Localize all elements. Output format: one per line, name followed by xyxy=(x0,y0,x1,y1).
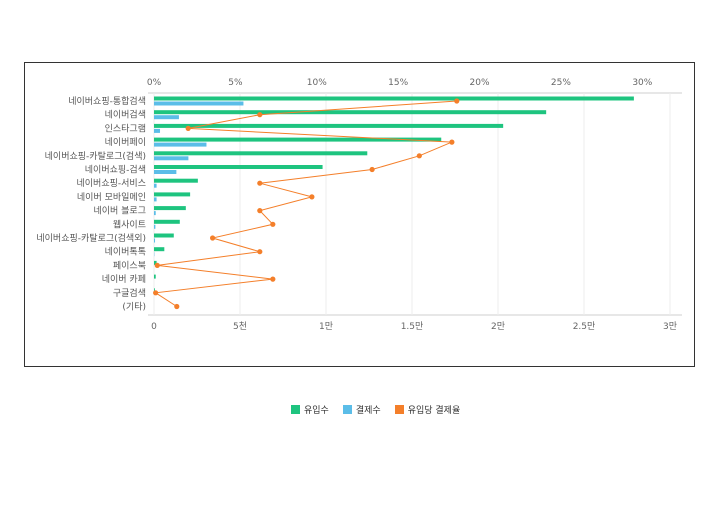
bottom-tick-label: 2만 xyxy=(491,321,505,332)
conversion-rate-point xyxy=(257,180,263,186)
bar-inflow xyxy=(154,123,504,128)
category-label: 네이버검색 xyxy=(105,109,146,121)
category-label: 인스타그램 xyxy=(105,122,146,134)
bar-inflow xyxy=(154,178,198,183)
bar-payments xyxy=(154,156,189,161)
bottom-tick-label: 0 xyxy=(151,322,157,332)
bar-inflow xyxy=(154,110,547,115)
category-label: 네이버쇼핑-카탈로그(검색) xyxy=(45,150,146,162)
chart-frame: 0% 5% 10% 15% 20% 25% 30% 0 5천 1만 1.5만 2만 2.5만 3만 네이… xyxy=(24,62,695,416)
category-label: 네이버 블로그 xyxy=(93,206,146,217)
bar-inflow xyxy=(154,233,174,238)
category-label: 네이버쇼핑-검색 xyxy=(85,164,146,176)
bar-inflow xyxy=(154,260,157,265)
bar-payments xyxy=(154,101,244,106)
category-label: 네이버 카페 xyxy=(102,274,146,285)
bar-payments xyxy=(154,128,161,133)
top-tick-label: 10% xyxy=(307,78,327,88)
legend-label: 유입수 xyxy=(304,406,329,416)
category-label: 네이버페이 xyxy=(105,137,146,148)
category-label: 페이스북 xyxy=(113,260,146,271)
category-label: 네이버쇼핑-카탈로그(검색외) xyxy=(36,232,146,244)
legend-swatch xyxy=(342,405,352,414)
legend-item[interactable]: 유입수 xyxy=(291,403,329,416)
top-tick-label: 25% xyxy=(551,78,571,88)
top-tick-label: 20% xyxy=(470,78,490,88)
conversion-rate-point xyxy=(185,125,191,131)
bar-inflow xyxy=(154,137,442,142)
top-tick-label: 15% xyxy=(388,78,408,88)
conversion-rate-point xyxy=(153,290,159,296)
conversion-rate-point xyxy=(449,139,455,145)
category-label: 네이버톡톡 xyxy=(105,247,146,258)
bar-inflow xyxy=(154,247,165,252)
legend-item[interactable]: 결제수 xyxy=(342,403,381,416)
category-label: 네이버 모바일메인 xyxy=(77,192,146,203)
bottom-tick-label: 5천 xyxy=(233,321,247,332)
bar-inflow xyxy=(154,219,180,224)
conversion-rate-point xyxy=(270,276,276,282)
conversion-rate-point xyxy=(416,153,422,159)
bar-payments xyxy=(154,224,156,229)
bar-payments xyxy=(154,142,207,147)
legend-label: 결제수 xyxy=(355,406,381,416)
bar-inflow xyxy=(154,151,368,156)
bar-inflow xyxy=(154,274,156,279)
conversion-rate-point xyxy=(270,221,276,227)
top-tick-label: 5% xyxy=(228,78,243,88)
category-label: 네이버쇼핑-통합검색 xyxy=(68,95,146,107)
bar-inflow xyxy=(154,96,634,101)
top-tick-label: 0% xyxy=(147,78,162,88)
category-label: 구글검색 xyxy=(113,287,146,299)
legend-item[interactable]: 유입당 결제율 xyxy=(394,403,461,416)
conversion-rate-point xyxy=(257,208,263,214)
conversion-rate-point xyxy=(454,98,460,104)
top-tick-label: 30% xyxy=(632,78,652,88)
category-label: 웹사이트 xyxy=(113,219,146,230)
conversion-rate-point xyxy=(154,262,160,268)
legend-swatch xyxy=(394,405,404,414)
bar-inflow xyxy=(154,165,323,169)
conversion-rate-point xyxy=(257,112,263,118)
conversion-rate-point xyxy=(309,194,315,200)
legend-label: 유입당 결제율 xyxy=(407,406,461,416)
bottom-tick-label: 1.5만 xyxy=(401,321,424,332)
conversion-rate-point xyxy=(174,303,180,310)
bar-inflow xyxy=(154,192,191,197)
bar-inflow xyxy=(154,206,186,211)
legend-swatch xyxy=(291,405,300,414)
category-label: (기타) xyxy=(122,302,146,313)
bar-inflow xyxy=(154,288,155,293)
bottom-tick-label: 3만 xyxy=(663,321,677,332)
category-label: 네이버쇼핑-서비스 xyxy=(77,178,147,189)
conversion-rate-point xyxy=(209,235,216,241)
legend: 유입수 결제수 유입당 결제율 xyxy=(291,403,460,416)
bar-payments xyxy=(154,170,177,174)
bottom-tick-label: 2.5만 xyxy=(573,321,596,332)
chart-svg: 0% 5% 10% 15% 20% 25% 30% 0 5천 1만 1.5만 2만 2.5만 3만 네이… xyxy=(36,78,682,332)
bar-payments xyxy=(154,183,157,188)
bar-payments xyxy=(154,211,156,216)
bar-payments xyxy=(154,115,179,120)
bottom-tick-label: 1만 xyxy=(319,321,333,332)
bar-payments xyxy=(154,197,157,202)
conversion-rate-point xyxy=(369,166,375,173)
conversion-rate-line xyxy=(154,100,457,307)
conversion-rate-point xyxy=(257,249,263,255)
bar-payments xyxy=(154,238,156,243)
